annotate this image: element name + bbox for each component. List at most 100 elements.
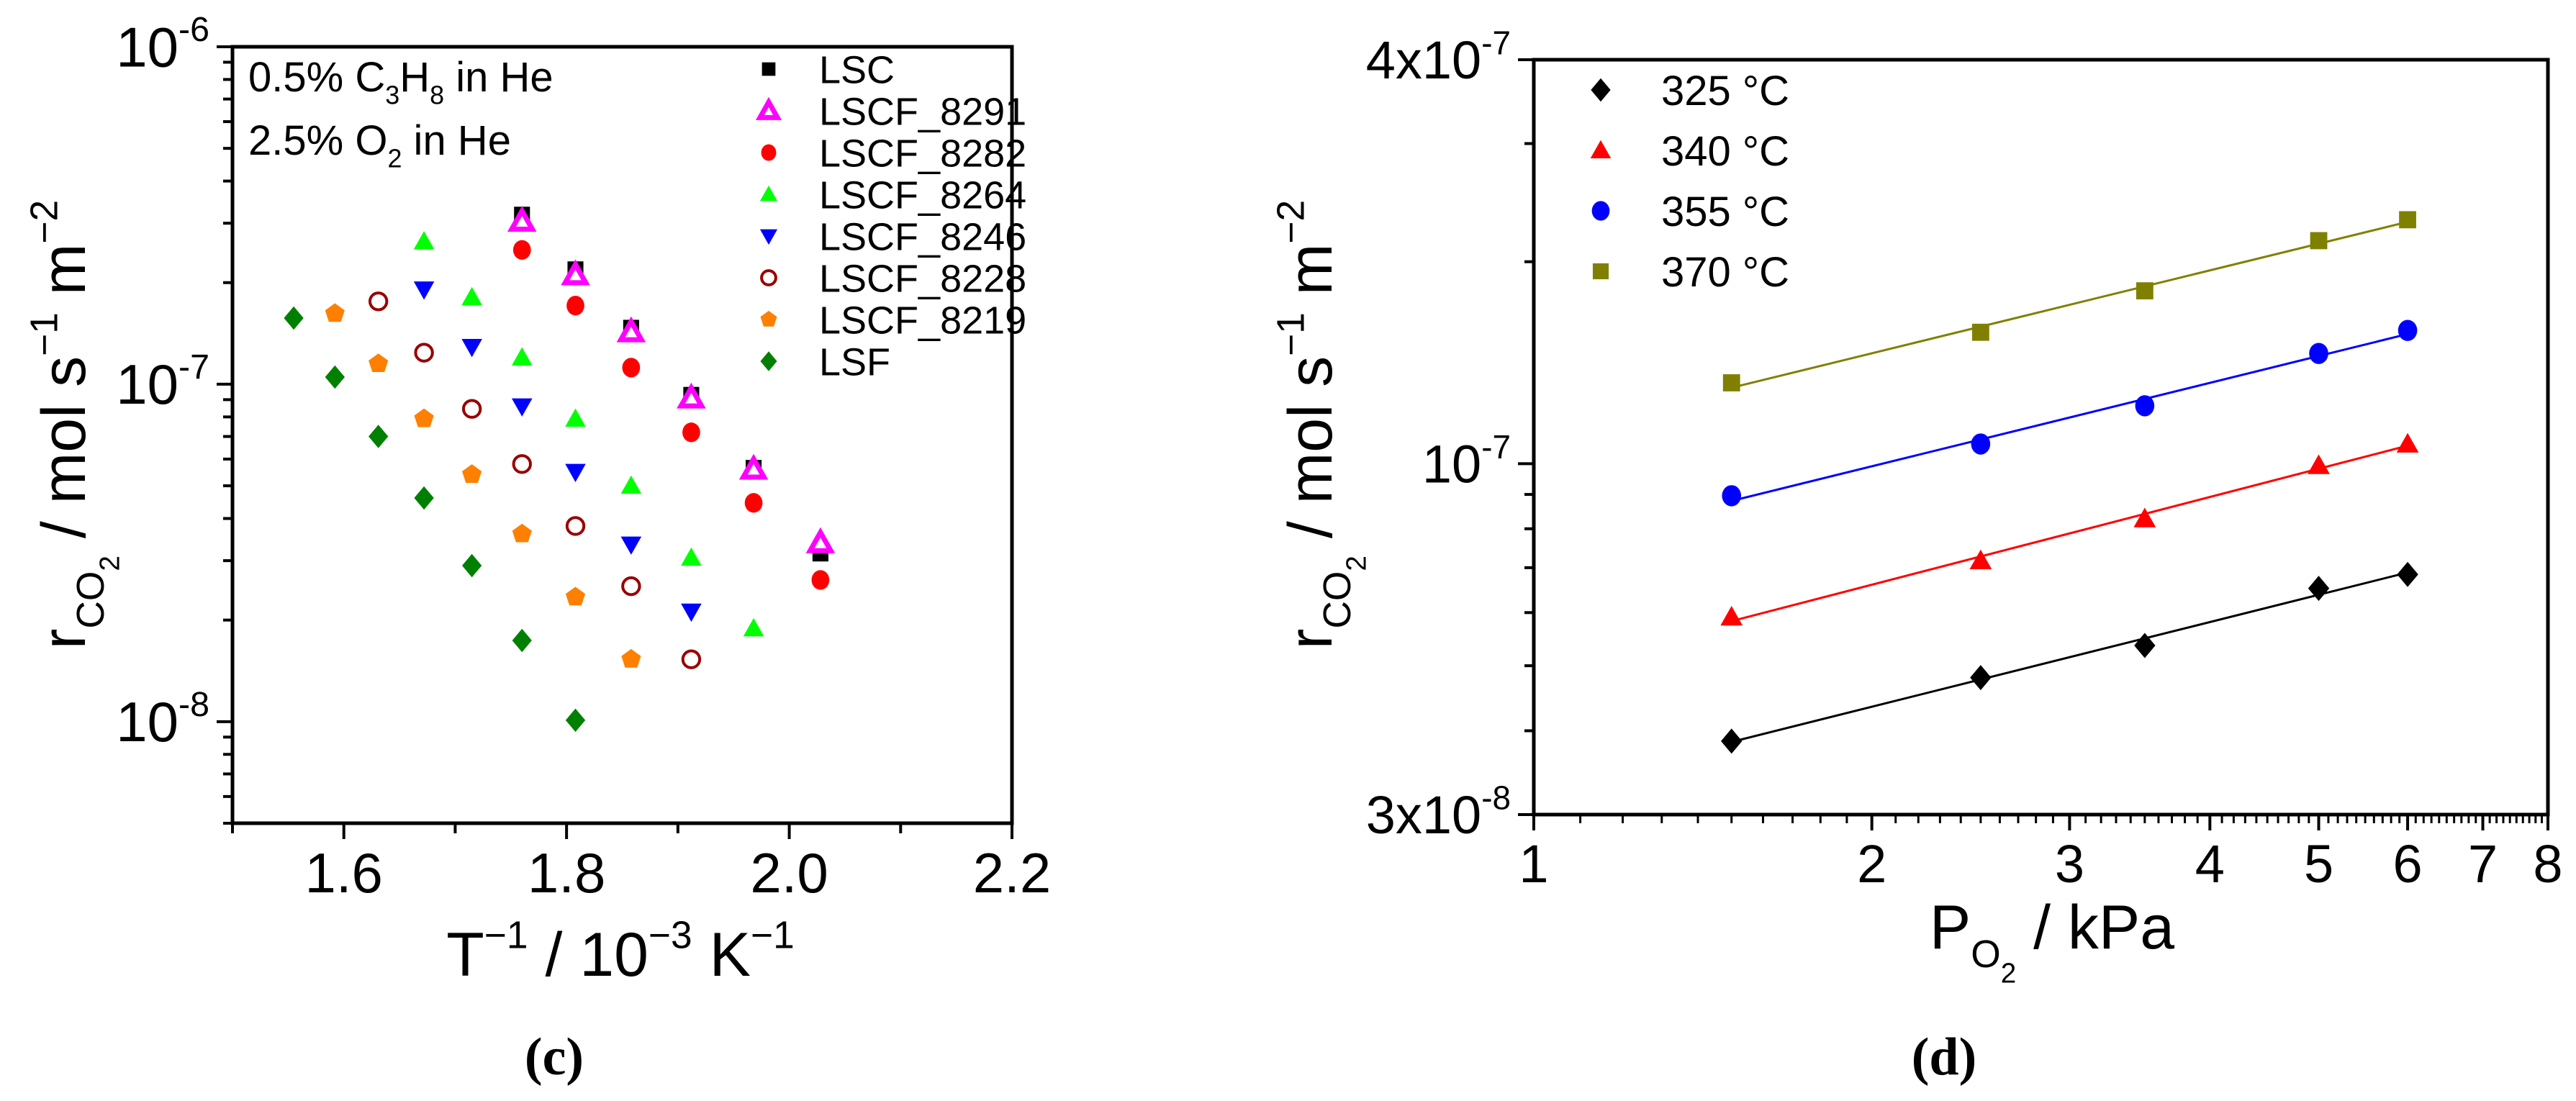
data-point xyxy=(325,303,345,322)
series-355-c xyxy=(1722,320,2418,507)
x-axis-title: T−1 / 10−3 K−1 xyxy=(446,914,795,989)
series-lscf-8219 xyxy=(325,303,641,668)
data-point xyxy=(621,648,641,668)
data-point xyxy=(565,516,586,536)
legend-item: LSCF_8291 xyxy=(755,90,1026,133)
data-point xyxy=(2135,395,2155,417)
data-point xyxy=(805,527,836,553)
legend-item: LSCF_8282 xyxy=(761,132,1026,175)
data-point xyxy=(507,206,537,232)
label-part: / kPa xyxy=(2016,893,2174,962)
legend-marker xyxy=(1591,78,1611,102)
y-axis-title: rCO2 / mol s−1 m−2 xyxy=(23,200,125,649)
label-part: in He xyxy=(402,117,511,164)
tick-label-exponent: -8 xyxy=(178,685,209,724)
legend-label: LSCF_8246 xyxy=(819,215,1026,258)
data-point xyxy=(2399,211,2416,229)
panel-label: (c) xyxy=(525,1028,584,1087)
label-part: −1 xyxy=(484,914,528,956)
legend-label: LSC xyxy=(819,48,895,91)
y-tick-label: 10-7 xyxy=(1422,428,1511,494)
data-point xyxy=(2136,282,2154,300)
data-point xyxy=(565,586,586,606)
legend-label: 355 °C xyxy=(1661,189,1789,235)
data-point xyxy=(565,408,586,427)
data-point xyxy=(413,281,435,300)
tick-label-exponent: -7 xyxy=(178,348,209,386)
data-point xyxy=(1970,665,1992,691)
data-point xyxy=(369,353,389,372)
data-point xyxy=(1969,549,1992,570)
x-tick-label: 4 xyxy=(2195,834,2225,894)
legend-label: LSCF_8264 xyxy=(819,173,1026,217)
label-part: −1 xyxy=(23,312,65,356)
tick-label-base: 10 xyxy=(116,353,178,416)
tick-label-base: 10 xyxy=(116,690,178,753)
annotation-text: 2.5% O2 in He xyxy=(248,117,511,173)
legend-label: LSF xyxy=(819,340,890,384)
data-point xyxy=(512,628,532,653)
label-part: 3 xyxy=(385,80,399,109)
legend-marker xyxy=(760,310,777,327)
x-tick-label: 3 xyxy=(2055,834,2084,894)
x-tick-label: 6 xyxy=(2392,834,2422,894)
legend-marker xyxy=(755,96,782,120)
data-point xyxy=(462,464,482,483)
data-point xyxy=(368,291,389,312)
data-point xyxy=(2134,633,2156,658)
plot-frame xyxy=(230,45,1014,825)
fit-line xyxy=(1731,220,2408,389)
data-point xyxy=(677,382,706,409)
series-340-c xyxy=(1720,432,2419,626)
data-point xyxy=(2133,507,2156,527)
legend-item: 325 °C xyxy=(1591,68,1789,114)
legend-marker xyxy=(759,185,778,201)
data-point xyxy=(620,475,642,494)
data-point xyxy=(681,547,702,566)
label-part: 2 xyxy=(94,556,125,571)
data-point xyxy=(2308,454,2330,474)
data-point xyxy=(512,523,532,543)
data-point xyxy=(2397,561,2418,587)
series-370-c xyxy=(1722,211,2416,391)
series-lscf-8264 xyxy=(413,231,764,637)
data-point xyxy=(461,286,482,306)
x-tick-label: 1 xyxy=(1519,834,1548,894)
data-point xyxy=(2396,432,2419,453)
label-part: in He xyxy=(444,54,553,101)
label-part: m xyxy=(1276,244,1345,313)
data-point xyxy=(511,347,533,366)
fit-line xyxy=(1731,444,2408,622)
legend-label: 370 °C xyxy=(1661,249,1789,296)
panel-label: (d) xyxy=(1912,1028,1976,1087)
legend-item: LSCF_8228 xyxy=(760,257,1026,300)
legend-label: LSCF_8219 xyxy=(819,299,1026,342)
data-point xyxy=(1720,606,1743,626)
label-part: / 10 xyxy=(528,920,648,989)
legend-label: 340 °C xyxy=(1661,128,1789,175)
x-axis: 1.6 1.8 2.0 2.2 xyxy=(231,823,1051,905)
series-lscf-8228 xyxy=(368,291,702,669)
data-point xyxy=(1971,433,1991,455)
tick-label-base: 10 xyxy=(116,15,178,78)
legend-marker xyxy=(760,269,777,286)
label-part: K xyxy=(692,920,751,989)
label-part: P xyxy=(1930,893,1971,962)
legend-marker xyxy=(1590,140,1612,159)
data-point xyxy=(512,240,531,260)
x-tick-label: 7 xyxy=(2468,834,2498,894)
plot-frame xyxy=(1532,58,2550,817)
tick-label-base: 10 xyxy=(1422,434,1481,494)
chart-panel-c: 1.6 1.8 2.0 2.210-810-710-6T−1 / 10−3 K−1rC… xyxy=(23,10,1051,1087)
data-point xyxy=(1721,728,1743,754)
legend-marker xyxy=(760,351,777,371)
x-tick-label: 2.2 xyxy=(973,841,1051,905)
tick-label-exponent: -6 xyxy=(178,10,209,49)
data-point xyxy=(414,486,434,510)
data-point xyxy=(561,259,590,286)
data-point xyxy=(512,454,532,474)
legend-item: 370 °C xyxy=(1592,249,1789,296)
x-tick-label: 5 xyxy=(2304,834,2333,894)
